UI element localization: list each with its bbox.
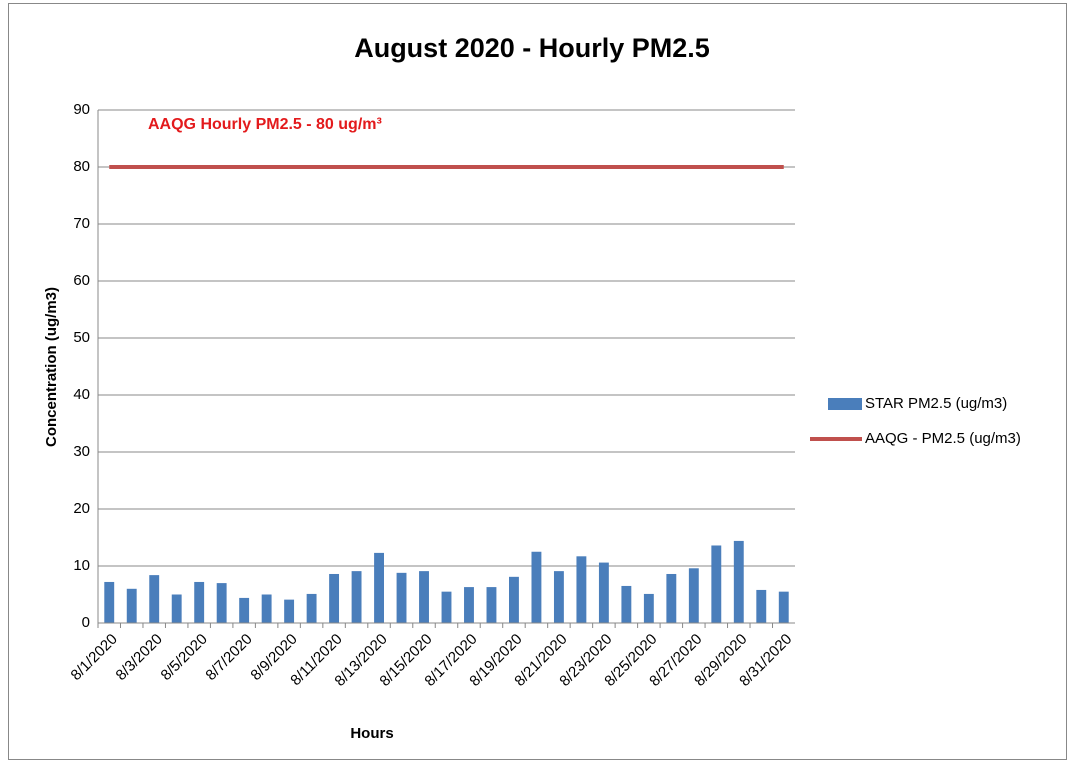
chart-frame [8,3,1067,760]
bar [509,576,519,623]
bar [171,594,182,623]
bar [419,571,429,623]
y-tick-label: 20 [73,500,90,517]
y-tick-label: 40 [73,386,90,403]
bar [306,593,317,623]
annotation: AAQG Hourly PM2.5 - 80 ug/m³ [148,116,382,133]
y-tick-label: 80 [73,158,90,175]
y-tick-label: 10 [73,557,90,574]
legend-label: AAQG - PM2.5 (ug/m3) [865,430,1021,447]
bar [756,589,767,623]
y-tick-label: 30 [73,443,90,460]
x-axis-title: Hours [350,725,393,742]
bar [261,594,272,623]
bar [194,581,205,623]
bar [598,562,609,623]
bar [464,587,474,623]
y-tick-label: 70 [73,215,90,232]
bar [621,585,632,623]
bar [688,568,699,623]
chart-title: August 2020 - Hourly PM2.5 [354,33,710,63]
bar [351,571,362,623]
bar [126,588,137,623]
y-tick-label: 90 [73,101,90,118]
bar [149,575,160,623]
legend-label: STAR PM2.5 (ug/m3) [865,395,1007,412]
bar [104,581,115,623]
y-axis-title: Concentration (ug/m3) [43,287,60,447]
legend-swatch [828,398,862,410]
bar [396,572,407,623]
bar [531,551,542,623]
bar [441,591,452,623]
bar [329,573,340,623]
bar [666,573,677,623]
bar [576,556,587,623]
bar [239,597,250,623]
bar [778,591,789,623]
bar [643,593,654,623]
y-tick-label: 0 [82,614,90,631]
bar [711,545,722,623]
bar [284,599,295,623]
bar [216,583,227,623]
bar [733,540,744,623]
y-tick-label: 50 [73,329,90,346]
bar [486,587,497,623]
bar [553,571,564,623]
y-tick-label: 60 [73,272,90,289]
bar [374,552,384,623]
